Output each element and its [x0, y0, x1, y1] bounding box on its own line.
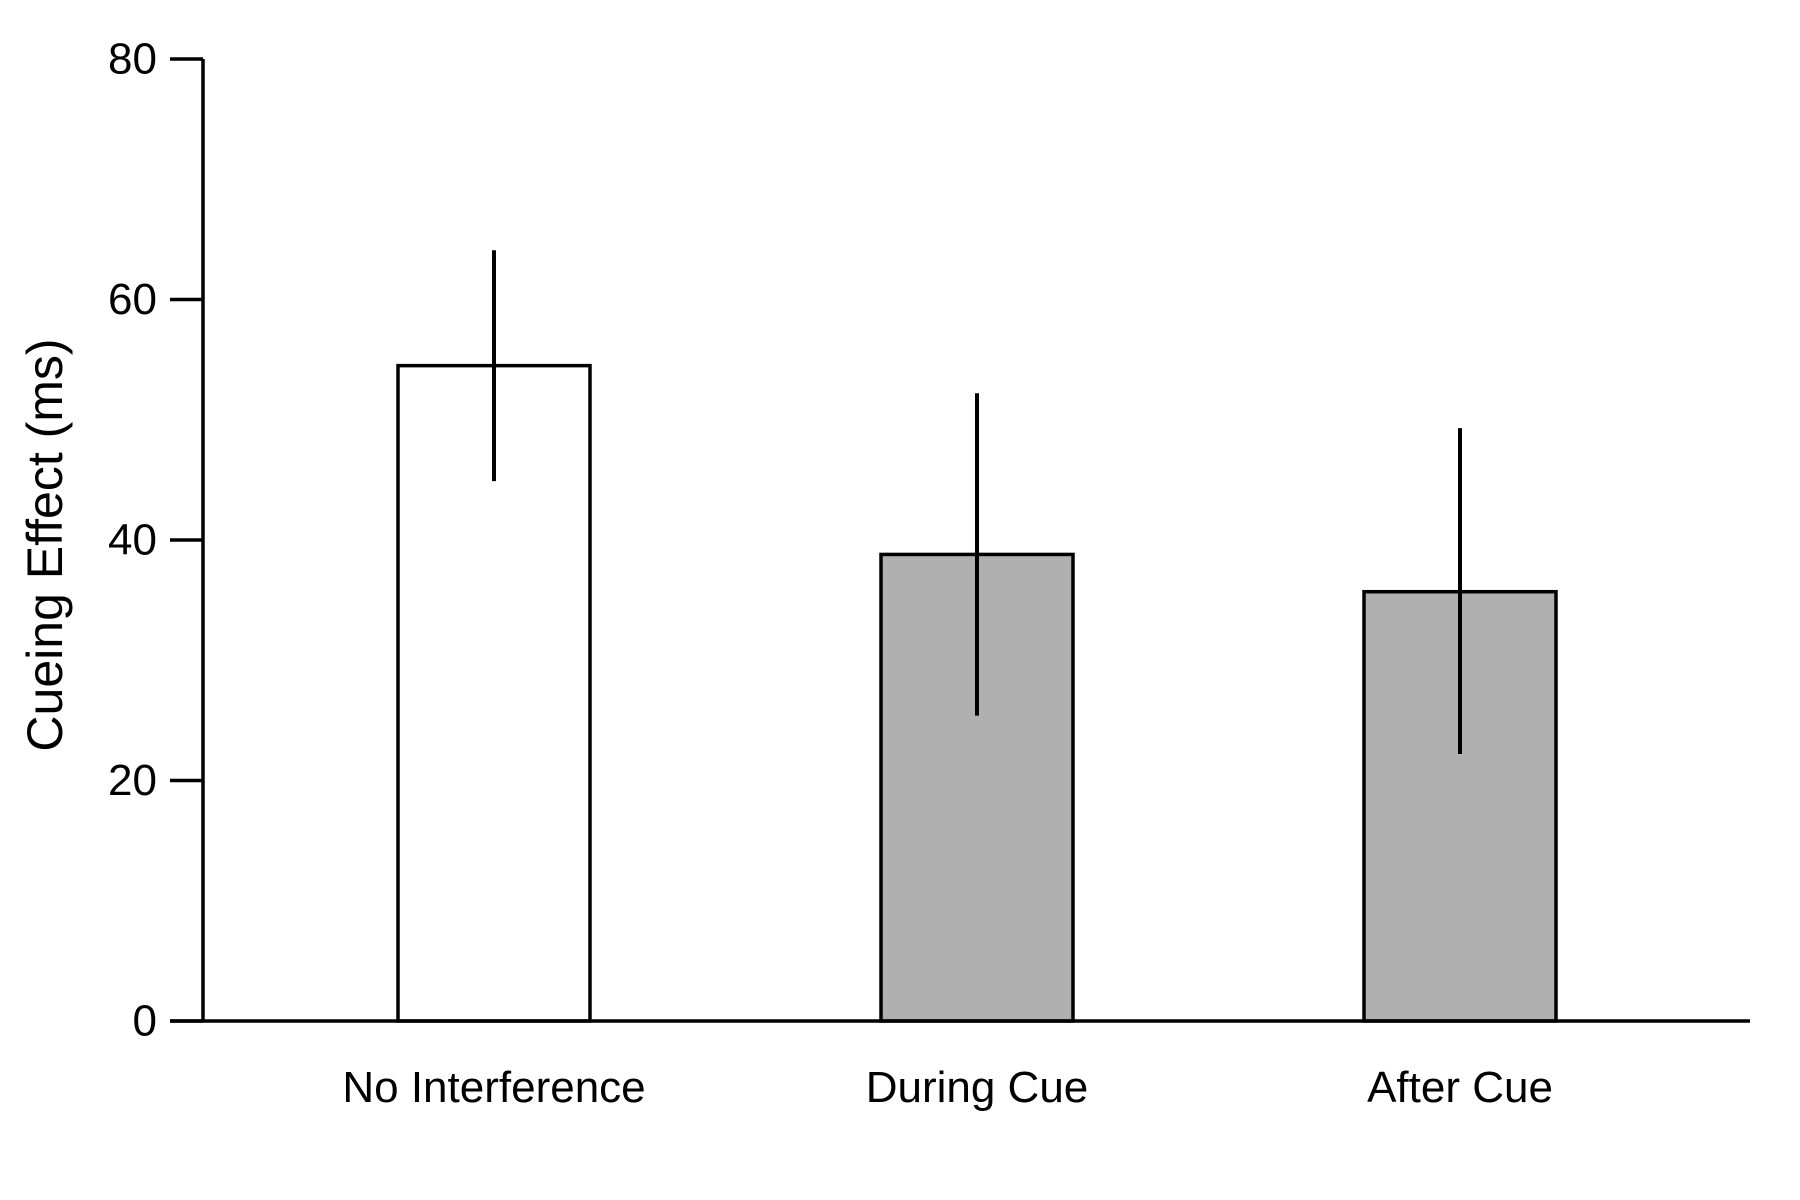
axes: [170, 59, 1750, 1023]
x-category-label: No Interference: [342, 1063, 645, 1112]
error-bars: [492, 250, 1462, 755]
x-category-label: After Cue: [1367, 1063, 1553, 1112]
y-tick-label: 0: [133, 997, 157, 1046]
y-tick-label: 80: [108, 35, 157, 84]
y-tick-label: 60: [108, 275, 157, 324]
x-category-labels: No Interference During Cue After Cue: [342, 1063, 1553, 1112]
x-category-label: During Cue: [866, 1063, 1089, 1112]
y-tick-label: 40: [108, 516, 157, 565]
y-ticks: 0 20 40 60 80: [108, 35, 203, 1046]
y-tick-label: 20: [108, 756, 157, 805]
y-axis-title: Cueing Effect (ms): [17, 338, 73, 751]
